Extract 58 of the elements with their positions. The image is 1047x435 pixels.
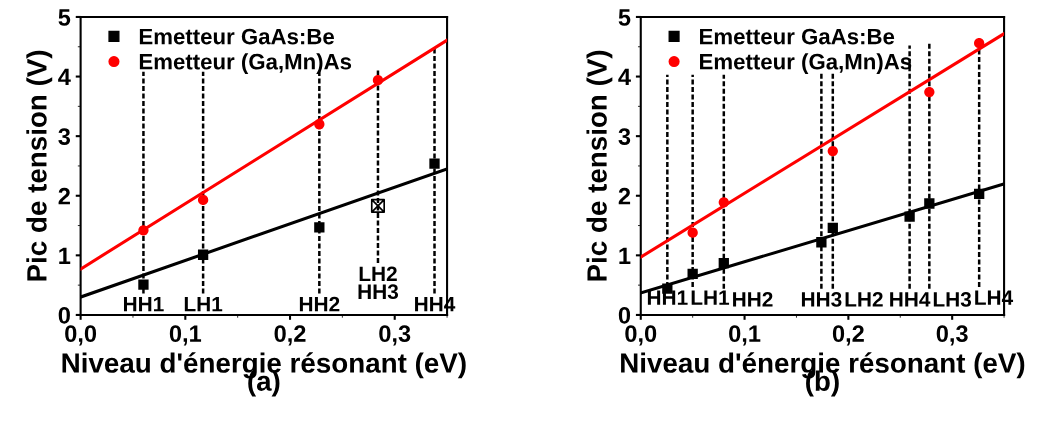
y-tick-label: 1 — [59, 247, 71, 264]
x-tick-label: 0,2 — [832, 325, 864, 346]
point — [372, 74, 384, 86]
point — [370, 198, 386, 213]
y-tick-label: 3 — [58, 128, 71, 145]
annotation: LH3 — [933, 292, 972, 307]
annotation: HH4 — [890, 292, 931, 307]
point — [687, 268, 698, 279]
point — [974, 188, 985, 200]
annotation: LH2 — [845, 292, 883, 307]
x-tick-label: 0,3 — [379, 325, 411, 346]
y-tick-label: 0 — [618, 307, 631, 324]
y-tick-label: 2 — [618, 187, 631, 205]
legend-label: Emetteur GaAs:Be — [139, 28, 334, 45]
x-tick-label: 0,0 — [65, 325, 97, 346]
x-tick-label: 0,0 — [625, 325, 657, 346]
point — [974, 38, 985, 49]
legend-label: Emetteur (Ga,Mn)As — [139, 53, 352, 74]
point — [197, 194, 209, 206]
annotation: HH1 — [123, 297, 164, 312]
annotation: LH1 — [184, 297, 223, 312]
annotation: HH2 — [733, 292, 773, 307]
point — [718, 257, 729, 269]
point — [314, 119, 325, 130]
y-tick-label: 5 — [58, 9, 71, 26]
point — [827, 145, 838, 157]
point — [429, 158, 440, 169]
legend-label: Emetteur (Ga,Mn)As — [700, 53, 912, 74]
legend-label: Emetteur GaAs:Be — [700, 28, 895, 45]
y-tick-label: 3 — [618, 128, 631, 145]
x-tick-label: 0,1 — [169, 325, 202, 346]
point — [924, 86, 935, 98]
point — [138, 225, 149, 236]
y-tick-label: 4 — [618, 68, 631, 86]
point — [687, 227, 698, 238]
y-tick-label: 5 — [618, 9, 631, 26]
x-tick-label: 0,2 — [274, 325, 306, 346]
y-axis-title: Pic de tension (V) — [26, 50, 53, 281]
point — [138, 279, 149, 290]
point — [314, 222, 325, 233]
point — [827, 222, 838, 234]
annotation: LH2 HH3 — [358, 266, 399, 300]
annotation: HH3 — [801, 292, 842, 307]
point — [718, 197, 729, 208]
y-tick-label: 2 — [58, 187, 70, 205]
annotation: HH1 — [647, 290, 688, 305]
x-tick-label: 0,3 — [936, 325, 968, 346]
annotation: LH1 — [691, 290, 730, 305]
y-tick-label: 4 — [58, 68, 71, 86]
x-tick-label: 0,1 — [729, 325, 761, 346]
annotation: HH2 — [299, 296, 340, 312]
point — [197, 249, 209, 260]
point — [924, 198, 935, 209]
y-axis-title: Pic de tension (V) — [586, 50, 613, 281]
point — [904, 211, 915, 222]
point — [816, 237, 827, 248]
y-tick-label: 1 — [619, 247, 631, 264]
y-tick-label: 0 — [58, 307, 70, 324]
